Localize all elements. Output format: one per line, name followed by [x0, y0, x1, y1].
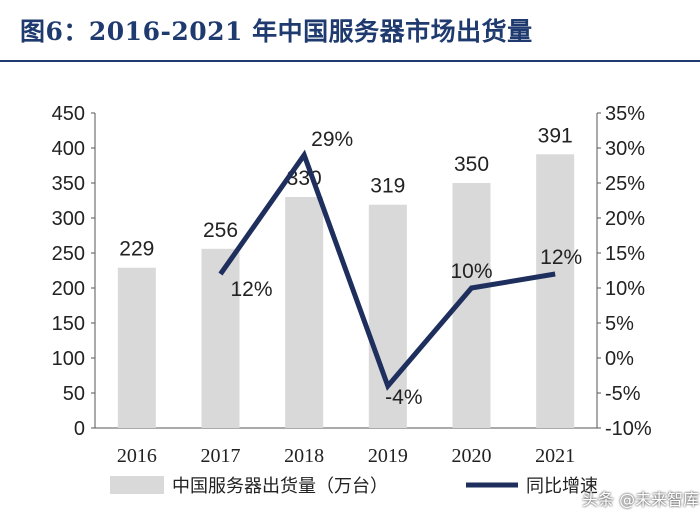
y-left-tick-label: 200 — [52, 278, 85, 300]
bar — [285, 197, 324, 428]
x-tick-label: 2019 — [368, 445, 408, 467]
x-tick-label: 2016 — [117, 445, 157, 467]
y-left-tick-label: 0 — [74, 418, 85, 440]
bar-value-label: 350 — [454, 153, 489, 176]
line-value-label: 10% — [450, 260, 492, 283]
y-right-tick-label: 5% — [605, 313, 634, 335]
y-left-tick-label: 150 — [52, 313, 85, 335]
legend-swatch-bar — [110, 476, 164, 494]
bar-value-label: 229 — [119, 238, 154, 261]
bar — [368, 204, 407, 428]
y-right-tick-label: 25% — [605, 173, 645, 195]
legend-label-line: 同比增速 — [526, 476, 598, 496]
title-rule — [0, 60, 700, 62]
y-right-tick-label: 35% — [605, 103, 645, 125]
line-value-label: 12% — [230, 278, 272, 301]
x-tick-label: 2017 — [201, 445, 241, 467]
chart-title: 图6：2016-2021 年中国服务器市场出货量 — [20, 17, 533, 46]
x-tick-label: 2021 — [535, 445, 575, 467]
growth-line — [218, 149, 556, 391]
y-left-tick-label: 300 — [52, 208, 85, 230]
bar-value-label: 391 — [538, 124, 573, 147]
y-left-tick-label: 450 — [52, 103, 85, 125]
bar-value-label: 319 — [370, 175, 405, 198]
watermark: 头条 @未来智库 — [582, 490, 700, 509]
y-left-tick-label: 350 — [52, 173, 85, 195]
y-left-tick-label: 50 — [63, 383, 85, 405]
x-tick-label: 2018 — [284, 445, 324, 467]
y-left-tick-label: 250 — [52, 243, 85, 265]
bar — [117, 267, 156, 428]
y-right-tick-label: 10% — [605, 278, 645, 300]
y-left-tick-label: 400 — [52, 138, 85, 160]
x-tick-label: 2020 — [452, 445, 492, 467]
bar — [536, 154, 575, 429]
y-right-tick-label: 20% — [605, 208, 645, 230]
y-right-tick-label: 0% — [605, 348, 634, 370]
y-right-tick-label: -10% — [605, 418, 652, 440]
bar-value-label: 256 — [203, 219, 238, 242]
bar — [201, 248, 240, 428]
y-right-tick-label: -5% — [605, 383, 641, 405]
y-right-tick-label: 15% — [605, 243, 645, 265]
line-value-label: -4% — [385, 386, 422, 409]
line-value-label: 29% — [311, 128, 353, 151]
legend-label-bar: 中国服务器出货量（万台） — [172, 476, 388, 496]
y-left-tick-label: 100 — [52, 348, 85, 370]
line-value-label: 12% — [540, 246, 582, 269]
y-right-tick-label: 30% — [605, 138, 645, 160]
